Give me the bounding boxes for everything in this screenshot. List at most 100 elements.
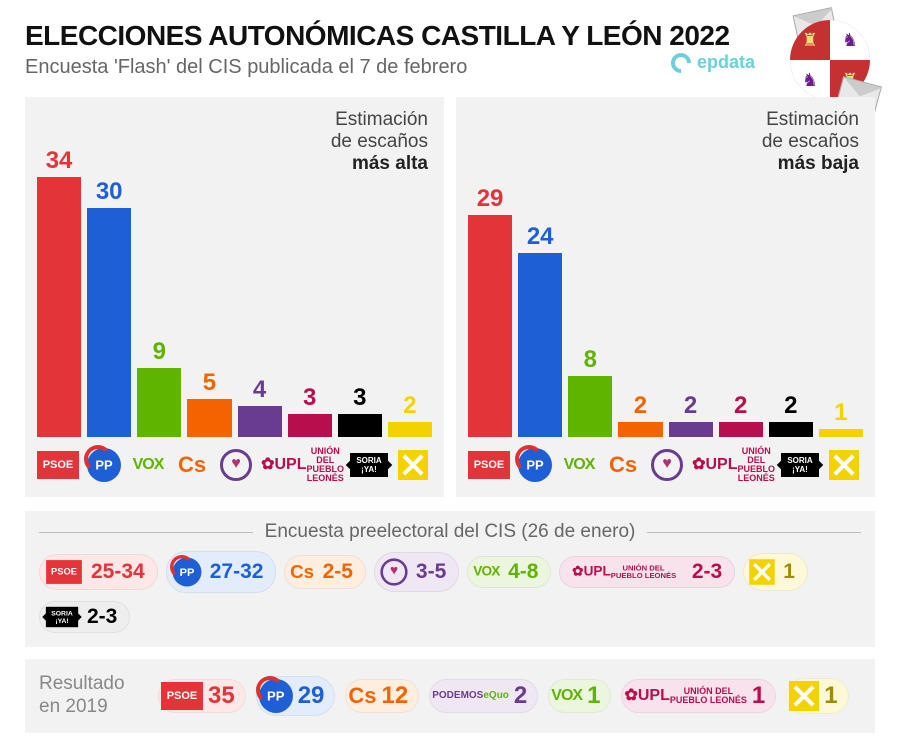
cs-logo-icon: Cs (348, 683, 376, 709)
bar-xav: 1 (819, 399, 863, 437)
epdata-icon (667, 48, 695, 76)
bar-rect-pp (87, 208, 131, 437)
pp-logo-icon (259, 679, 293, 713)
logo-cell-xav (825, 443, 863, 487)
bar-rect-vox (568, 376, 612, 437)
bar-rect-xav (819, 429, 863, 437)
preelectoral-pill-vox: VOX4-8 (467, 556, 551, 588)
psoe-logo-icon: PSOE (161, 682, 203, 710)
pp-logo-icon (518, 448, 552, 482)
pill-range: 1 (783, 560, 795, 584)
bar-rect-psoe (37, 177, 81, 437)
bar-upl: 2 (719, 392, 763, 437)
soria-logo-icon: SORIA¡YA! (46, 607, 78, 627)
xav-logo-icon (749, 559, 775, 585)
result-2019-pill-row: PSOE3529Cs12PODEMOSeQuo2VOX1✿UPLUNIÓN DE… (158, 676, 849, 716)
psoe-logo-icon: PSOE (468, 451, 510, 479)
xav-logo-icon (829, 450, 859, 480)
vox-logo-icon: VOX (551, 687, 582, 705)
pill-range: 3-5 (416, 560, 446, 584)
result-2019-panel: Resultado en 2019 PSOE3529Cs12PODEMOSeQu… (25, 659, 875, 733)
bar-podemos: 4 (238, 376, 282, 437)
logo-cell-vox: VOX (560, 443, 598, 487)
bar-value-upl: 3 (303, 384, 316, 412)
logo-cell-xav (394, 443, 432, 487)
bars-area: 34 30 9 5 4 3 3 2 (37, 147, 432, 437)
bar-rect-pp (518, 253, 562, 437)
result2019-pill-xav: 1 (786, 678, 848, 714)
bar-rect-soria (769, 422, 813, 437)
bar-rect-vox (137, 368, 181, 437)
bar-rect-podemos (238, 406, 282, 437)
logo-cell-vox: VOX (129, 443, 167, 487)
bar-rect-cs (187, 399, 231, 437)
bars-area: 29 24 8 2 2 2 2 1 (468, 147, 863, 437)
panel-high-estimate: Estimaciónde escañosmás alta 34 30 9 5 4… (25, 97, 444, 497)
bar-vox: 8 (568, 346, 612, 437)
logo-cell-podemos (217, 443, 255, 487)
bar-cs: 5 (187, 369, 231, 437)
preelectoral-pill-podemos: 3-5 (374, 552, 459, 592)
bar-value-soria: 2 (784, 392, 797, 420)
result2019-pill-cs: Cs12 (345, 679, 419, 713)
pill-range: 2-3 (692, 560, 722, 584)
bar-value-vox: 8 (584, 346, 597, 374)
logo-cell-cs: Cs (173, 443, 211, 487)
pill-value: 1 (587, 682, 600, 710)
result2019-pill-upl: ✿UPLUNIÓN DELPUEBLO LEONÉS 1 (621, 679, 776, 713)
bar-value-podemos: 2 (684, 392, 697, 420)
pill-value: 1 (752, 682, 765, 710)
xav-logo-icon (398, 450, 428, 480)
bar-upl: 3 (288, 384, 332, 437)
cs-logo-icon: Cs (609, 452, 637, 478)
pill-value: 1 (824, 682, 837, 710)
preelectoral-pill-psoe: PSOE25-34 (39, 554, 158, 590)
preelectoral-title: Encuesta preelectoral del CIS (26 de ene… (265, 521, 636, 543)
pill-range: 2-5 (323, 560, 353, 584)
bar-pp: 24 (518, 223, 562, 437)
party-logos-row: PSOEVOXCs✿UPLUNIÓN DELPUEBLO LEONÉSSORIA… (37, 443, 432, 487)
pill-range: 25-34 (91, 560, 145, 584)
preelectoral-pill-row: PSOE25-3427-32Cs2-53-5VOX4-8✿UPLUNIÓN DE… (39, 551, 861, 633)
podemos-equo-logo-icon: PODEMOSeQuo (432, 691, 509, 700)
bar-rect-xav (388, 422, 432, 437)
result2019-pill-pp: 29 (256, 676, 336, 716)
bar-psoe: 29 (468, 185, 512, 437)
pill-value: 35 (208, 682, 235, 710)
bar-value-xav: 1 (834, 399, 847, 427)
bar-podemos: 2 (669, 392, 713, 437)
pp-logo-icon (172, 558, 201, 587)
vox-logo-icon: VOX (133, 456, 164, 474)
logo-cell-pp (516, 443, 554, 487)
bar-value-psoe: 34 (46, 147, 73, 175)
upl-logo-icon: ✿UPLUNIÓN DELPUEBLO LEONÉS (624, 687, 746, 705)
pp-logo-icon (87, 448, 121, 482)
pill-range: 27-32 (210, 560, 264, 584)
bar-soria: 2 (769, 392, 813, 437)
psoe-logo-icon: PSOE (37, 451, 79, 479)
bar-rect-podemos (669, 422, 713, 437)
soria-logo-icon: SORIA¡YA! (781, 453, 819, 477)
logo-cell-psoe: PSOE (468, 443, 510, 487)
pill-value: 29 (298, 682, 325, 710)
pill-value: 12 (382, 682, 409, 710)
upl-logo-icon: ✿UPLUNIÓN DELPUEBLO LEONÉS (692, 447, 775, 483)
podemos-logo-icon (380, 558, 407, 585)
bar-charts-container: Estimaciónde escañosmás alta 34 30 9 5 4… (25, 97, 875, 497)
bar-rect-cs (618, 422, 662, 437)
bar-psoe: 34 (37, 147, 81, 437)
xav-logo-icon (789, 681, 819, 711)
bar-xav: 2 (388, 392, 432, 437)
upl-logo-icon: ✿UPLUNIÓN DELPUEBLO LEONÉS (261, 447, 344, 483)
logo-cell-cs: Cs (604, 443, 642, 487)
bar-value-upl: 2 (734, 392, 747, 420)
bar-rect-psoe (468, 215, 512, 437)
bar-vox: 9 (137, 338, 181, 437)
podemos-logo-icon (651, 449, 683, 481)
bar-value-pp: 24 (527, 223, 554, 251)
bar-value-psoe: 29 (477, 185, 504, 213)
logo-cell-psoe: PSOE (37, 443, 79, 487)
logo-cell-soria: SORIA¡YA! (781, 443, 819, 487)
preelectoral-pill-soria: SORIA¡YA!2-3 (39, 601, 130, 633)
result2019-pill-podemos_equo: PODEMOSeQuo2 (429, 679, 538, 713)
